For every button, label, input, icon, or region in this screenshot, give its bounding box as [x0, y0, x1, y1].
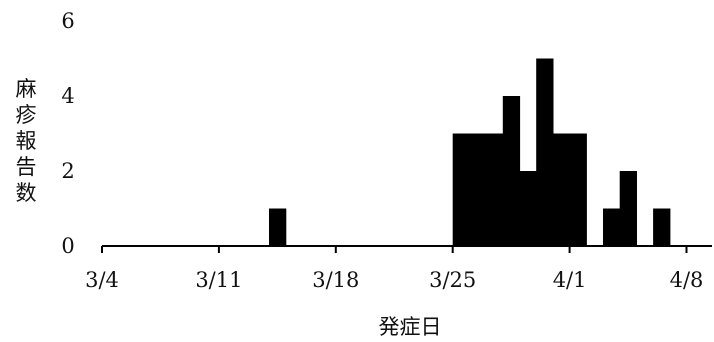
bar-3-25: [452, 133, 470, 246]
x-tick-label: 3/18: [312, 268, 359, 292]
x-ticks-group: 3/4 3/11 3/18 3/25 4/1 4/8: [85, 246, 703, 292]
x-tick-label: 3/11: [195, 268, 242, 292]
y-tick-label: 4: [61, 84, 74, 108]
bar-3-14: [269, 208, 287, 246]
y-ticks-group: 0 2 4 6: [61, 9, 74, 258]
bar-3-28: [502, 96, 521, 246]
y-tick-label: 2: [61, 159, 74, 183]
x-tick-label: 3/4: [85, 268, 119, 292]
x-axis-title: 発症日: [379, 315, 442, 339]
y-tick-label: 6: [61, 9, 74, 33]
bar-4-4: [619, 171, 637, 246]
bar-3-31: [552, 133, 571, 246]
bar-3-27: [486, 133, 504, 246]
bar-3-26: [469, 133, 487, 246]
bar-3-30: [536, 58, 554, 246]
y-axis-title: 麻疹報告数: [16, 77, 37, 205]
x-tick-label: 3/25: [429, 268, 476, 292]
bar-3-29: [519, 171, 537, 246]
bar-4-1: [569, 133, 587, 246]
x-tick-label: 4/1: [553, 268, 587, 292]
bar-4-3: [603, 208, 621, 246]
y-tick-label: 0: [61, 234, 74, 258]
bars-group: [269, 58, 671, 246]
x-tick-label: 4/8: [670, 268, 704, 292]
bar-4-6: [653, 208, 671, 246]
y-axis-title-text: 麻疹報告数: [16, 77, 37, 205]
